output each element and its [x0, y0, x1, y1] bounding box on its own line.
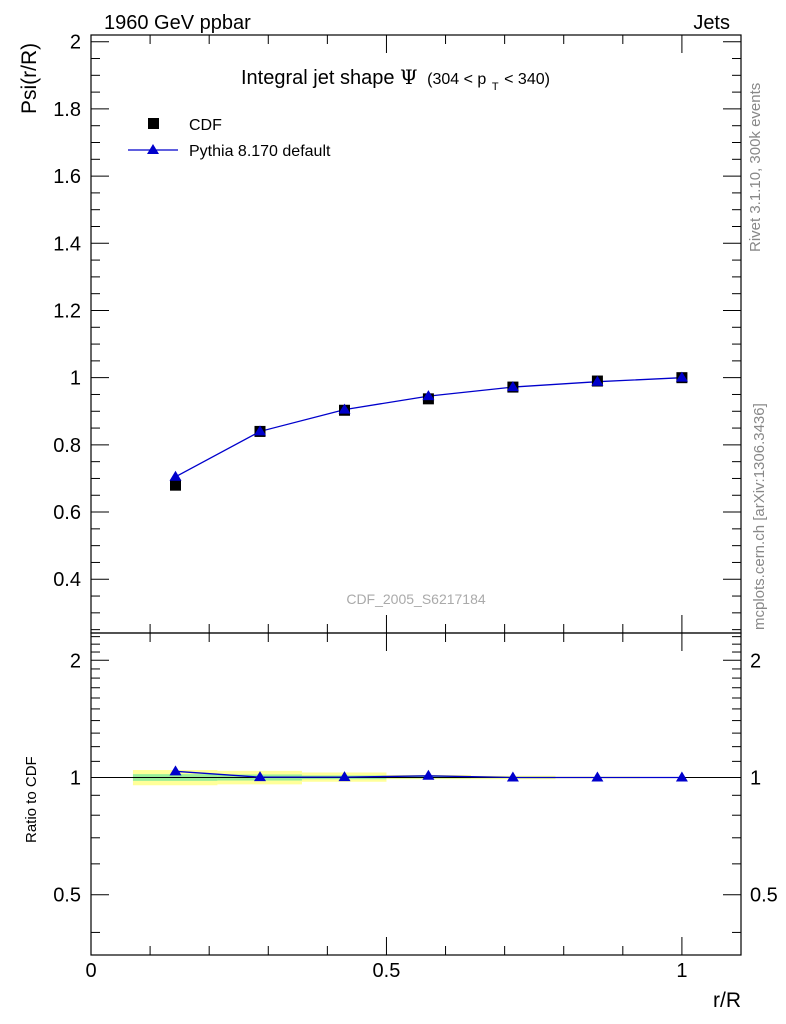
main-panel: 0.4 0.6 0.8 1 1.2 1.4 1.6 1.8 2 Psi(r/R) Integra… — [18, 32, 742, 634]
main-y-tick-label: 1.2 — [53, 300, 81, 322]
main-y-tick-label: 1.8 — [53, 99, 81, 121]
main-y-tick-label: 1 — [70, 368, 81, 390]
mc-point — [591, 375, 604, 386]
title-range-sub: T — [492, 81, 499, 93]
x-axis-label: r/R — [713, 989, 741, 1012]
ratio-y-tick-label: 2 — [70, 650, 81, 672]
ratio-mc-point — [422, 769, 435, 780]
legend-mc-marker — [147, 144, 159, 154]
ratio-mc-point — [591, 771, 604, 782]
rivet-label: Rivet 3.1.10, 300k events — [747, 83, 764, 252]
cdf-point — [170, 479, 181, 491]
title-psi-symbol: Ψ — [400, 65, 418, 89]
mc-point — [254, 425, 266, 436]
analysis-watermark: CDF_2005_S6217184 — [346, 591, 486, 607]
ratio-frame — [90, 632, 742, 956]
main-y-tick-label: 0.4 — [53, 569, 81, 591]
main-data-marks — [169, 371, 688, 491]
ratio-data-marks — [91, 765, 741, 782]
ratio-y-tick-label-right: 1 — [750, 767, 761, 789]
ratio-axis-ticks — [90, 633, 742, 955]
main-axis-ticks — [90, 35, 742, 633]
title-range-prefix: (304 < p — [427, 71, 486, 88]
title-main: Integral jet shape — [241, 67, 394, 89]
ratio-y-tick-label-right: 0.5 — [750, 885, 778, 907]
ratio-mc-point — [675, 771, 688, 782]
legend-mc-label: Pythia 8.170 default — [189, 143, 331, 160]
ratio-y-tick-labels-right: 0.5 1 2 — [750, 650, 778, 906]
mc-point — [338, 403, 351, 414]
main-y-tick-label: 1.6 — [53, 166, 81, 188]
category-label: Jets — [693, 12, 730, 34]
energy-label: 1960 GeV ppbar — [104, 12, 251, 34]
ratio-y-tick-label: 0.5 — [53, 885, 81, 907]
ratio-y-axis-label: Ratio to CDF — [23, 756, 40, 843]
ratio-mc-point — [338, 771, 351, 782]
ratio-y-tick-labels-left: 0.5 1 2 — [53, 650, 81, 906]
ratio-panel: 0.512 0.512 Ratio to CDF 0 0.5 1 r/R — [23, 632, 778, 1012]
main-y-tick-label: 0.8 — [53, 435, 81, 457]
x-tick-label: 0 — [85, 960, 96, 982]
y-axis-label: Psi(r/R) — [18, 43, 41, 114]
mc-point — [506, 381, 519, 392]
mc-point — [169, 470, 182, 481]
legend: CDF Pythia 8.170 default — [128, 117, 331, 160]
legend-data-label: CDF — [189, 117, 222, 134]
ratio-y-tick-label: 1 — [70, 767, 81, 789]
x-tick-label: 1 — [676, 960, 687, 982]
main-y-tick-labels: 0.4 0.6 0.8 1 1.2 1.4 1.6 1.8 2 — [53, 32, 81, 592]
x-tick-label: 0.5 — [373, 960, 401, 982]
mcplots-label: mcplots.cern.ch [arXiv:1306.3436] — [751, 403, 768, 630]
mc-point — [422, 390, 435, 401]
main-y-tick-label: 1.4 — [53, 233, 81, 255]
legend-data-marker — [148, 118, 159, 129]
plot-title: Integral jet shape Ψ (304 < p T < 340) — [241, 65, 550, 95]
ratio-y-tick-label-right: 2 — [750, 650, 761, 672]
main-y-tick-label: 0.6 — [53, 502, 81, 524]
mc-point — [675, 371, 688, 382]
ratio-mc-point — [254, 771, 266, 782]
x-tick-labels: 0 0.5 1 — [85, 960, 687, 982]
ratio-mc-point — [506, 771, 519, 782]
ratio-mc-point — [169, 765, 182, 776]
title-range-suffix: < 340) — [504, 71, 550, 88]
main-y-tick-label: 2 — [70, 32, 81, 54]
